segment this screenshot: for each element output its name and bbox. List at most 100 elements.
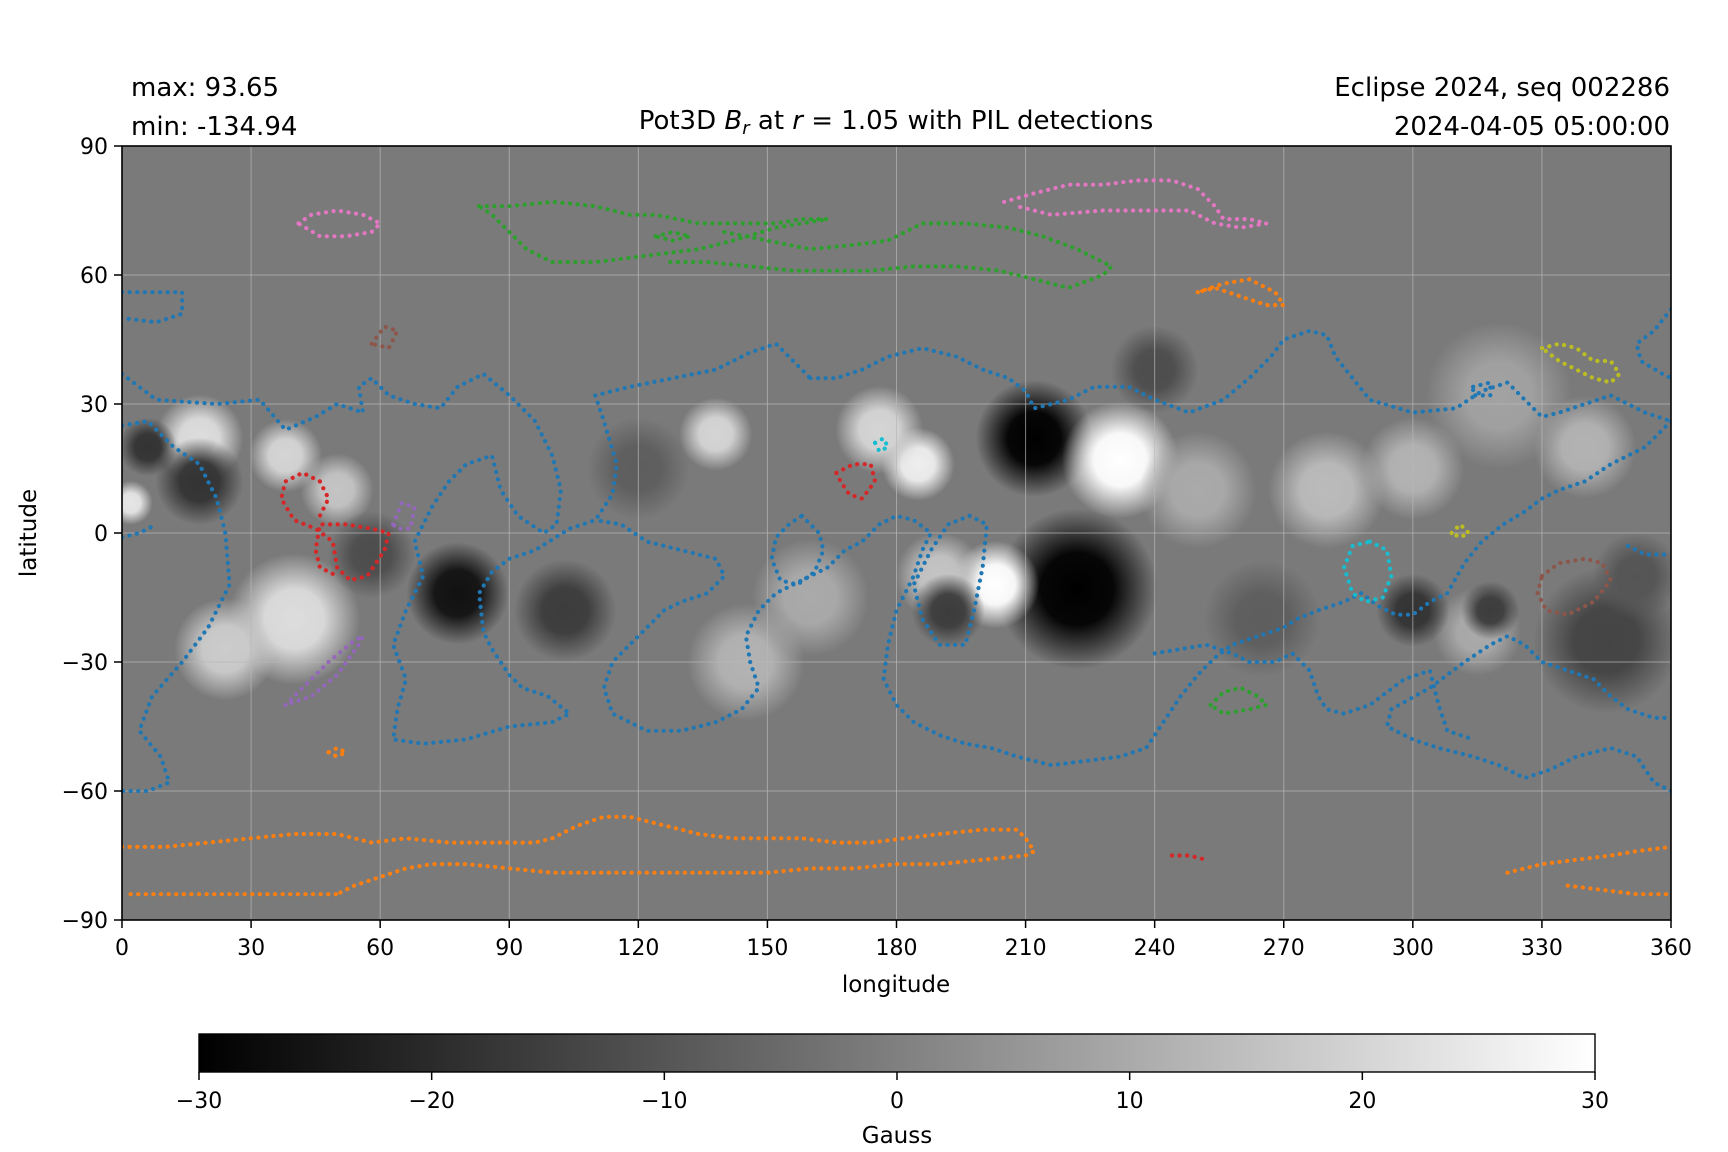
title-variable-r: r [792,106,805,136]
pil-contour-C5 [1535,556,1613,617]
field-blob [1425,322,1573,469]
pil-contour-C3 [317,479,331,518]
pil-contour-C2 [653,229,693,243]
x-tick-label: 330 [1521,936,1563,961]
pil-contour-C0 [1152,642,1476,742]
field-blob [122,417,178,477]
y-tick-label: 90 [80,135,108,160]
x-tick-label: 240 [1134,936,1176,961]
title-suffix: = 1.05 with PIL detections [803,106,1153,136]
pil-contour-C0 [1625,543,1671,557]
pil-contour-C1 [326,745,348,759]
colorbar-tick-label: −20 [408,1089,454,1114]
pil-contour-C2 [662,221,1114,290]
pil-contour-C4 [391,500,417,531]
field-blob [406,541,509,645]
field-blob [1268,431,1386,549]
x-tick-label: 120 [617,936,659,961]
pil-detections [122,178,1671,897]
field-blob [513,559,617,662]
colorbar-label: Gauss [862,1123,932,1149]
field-blob [996,508,1158,670]
x-tick-label: 90 [495,936,523,961]
pil-contour-C6 [1002,178,1269,230]
pil-contour-C0 [593,419,1671,768]
pil-contour-C0 [769,513,826,587]
pil-contour-C3 [1169,853,1209,862]
colorbar-tick-label: 10 [1116,1089,1144,1114]
field-blob [327,510,416,599]
pil-contour-C9 [872,436,890,454]
x-tick-label: 180 [876,936,918,961]
y-axis-label: latitude [16,489,42,577]
colorbar-ticks: −30 −20 −10 0 10 20 30 [176,1072,1609,1114]
pil-contour-C6 [296,208,383,239]
min-label: min: -134.94 [131,112,297,142]
pil-contour-C0 [122,522,159,540]
field-blob [679,397,753,471]
x-tick-label: 150 [746,936,788,961]
pil-contour-C1 [122,814,1037,897]
field-blob [248,419,323,493]
x-tick-label: 0 [115,936,129,961]
pil-contour-C0 [911,513,989,647]
field-blob [155,437,244,526]
pil-contour-C3 [279,470,391,583]
pil-contour-C0 [122,419,232,794]
field-blob [1592,532,1671,620]
x-tick-label: 300 [1392,936,1434,961]
title-mid: at [750,106,793,136]
y-axis-ticks: 90 60 30 0 −30 −60 −90 [62,135,122,934]
pil-contour-C1 [1195,277,1286,308]
field-blob [1139,431,1257,549]
pil-contour-C4 [283,634,366,708]
chart-title: Pot3D Br at r = 1.05 with PIL detections [639,106,1154,139]
y-tick-label: 60 [80,264,108,289]
field-blob [1203,560,1321,678]
pil-contour-C5 [369,324,400,351]
y-tick-label: −30 [62,651,108,676]
pil-contour-C8 [1539,341,1622,385]
colorbar-tick-label: 0 [890,1089,904,1114]
field-blob [911,573,985,647]
pil-contour-C9 [1341,539,1394,604]
pil-contour-C3 [834,462,878,501]
colorbar-tick-label: −30 [176,1089,222,1114]
pil-contour-C2 [477,199,830,265]
datetime-label: 2024-04-05 05:00:00 [1394,112,1670,142]
field-blob [122,480,153,525]
pil-contour-C0 [122,290,185,325]
pil-contour-C0 [1634,307,1671,381]
pil-contour-C0 [1384,634,1671,794]
colorbar-tick-label: −10 [641,1089,687,1114]
x-tick-label: 60 [366,936,394,961]
colorbar-tick-label: 30 [1581,1089,1609,1114]
event-label: Eclipse 2024, seq 002286 [1334,73,1670,103]
x-axis-ticks: 0 30 60 90 120 150 180 210 240 270 300 330 360 [115,920,1692,961]
pil-contour-C1 [1565,883,1671,897]
x-axis-label: longitude [842,972,950,998]
y-tick-label: −90 [62,909,108,934]
field-blob [300,453,374,527]
title-subscript: r [742,118,751,139]
colorbar-tick-label: 20 [1348,1089,1376,1114]
colorbar [198,1033,1596,1073]
x-tick-label: 210 [1005,936,1047,961]
title-variable-b: B [724,106,742,136]
x-tick-label: 270 [1263,936,1305,961]
pil-contour-C2 [1208,685,1269,716]
gridlines [122,146,1671,920]
title-prefix: Pot3D [639,106,725,136]
pil-contour-C8 [1449,522,1471,540]
max-label: max: 93.65 [131,73,279,103]
x-tick-label: 360 [1650,936,1692,961]
field-blob [835,385,924,474]
field-blob [1461,581,1520,640]
y-tick-label: 0 [94,522,108,547]
pil-contour-C0 [808,328,1671,424]
y-tick-label: −60 [62,780,108,805]
y-tick-label: 30 [80,393,108,418]
pil-contour-C0 [1471,380,1493,398]
x-tick-label: 30 [237,936,265,961]
